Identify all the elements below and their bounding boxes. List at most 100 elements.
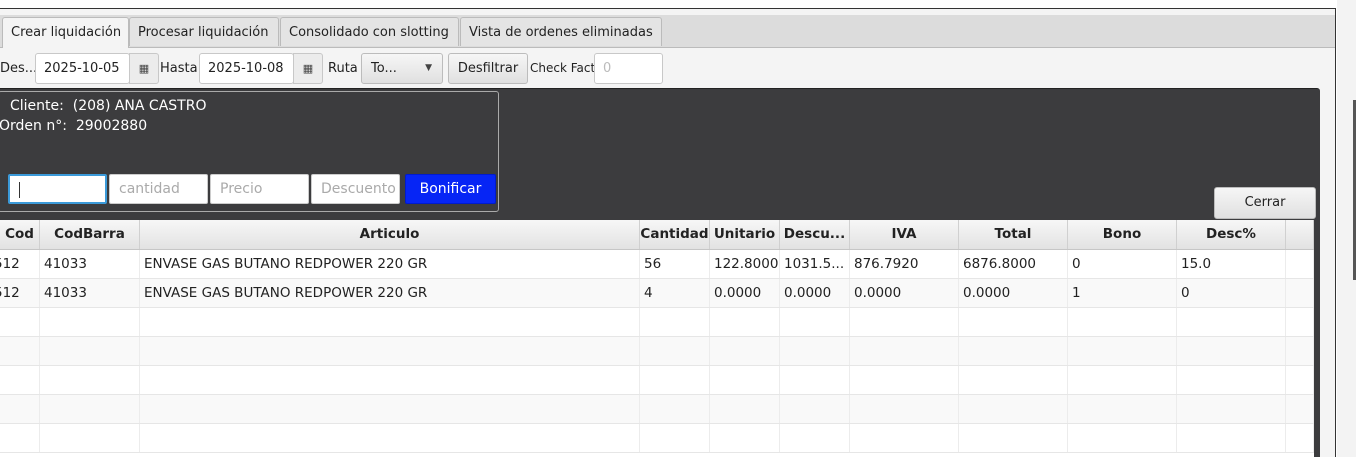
table-cell — [640, 424, 710, 452]
table-cell — [850, 366, 959, 394]
table-cell — [1286, 308, 1314, 336]
table-cell: 0.0000 — [850, 279, 959, 307]
tab-consolidado-slotting[interactable]: Consolidado con slotting — [280, 17, 459, 46]
table-cell — [140, 395, 640, 423]
hasta-date-field[interactable]: 2025-10-08 — [199, 53, 294, 84]
table-cell — [1286, 250, 1314, 278]
table-cell — [1286, 337, 1314, 365]
cliente-text: Cliente: (208) ANA CASTRO — [10, 98, 207, 114]
chevron-down-icon: ▼ — [425, 63, 432, 73]
descuento-input[interactable]: Descuento — [311, 174, 400, 204]
table-cell: 41033 — [40, 279, 140, 307]
table-cell: 4 — [640, 279, 710, 307]
table-row[interactable]: 51241033ENVASE GAS BUTANO REDPOWER 220 G… — [0, 250, 1314, 279]
table-cell — [1068, 337, 1177, 365]
column-header[interactable]: Cod — [0, 220, 40, 249]
table-cell: 0 — [1177, 279, 1286, 307]
table-cell — [1286, 279, 1314, 307]
table-cell — [780, 337, 850, 365]
table-cell — [140, 308, 640, 336]
table-cell — [0, 424, 40, 452]
column-header[interactable]: IVA — [850, 220, 959, 249]
table-cell: 512 — [0, 250, 40, 278]
table-cell — [640, 366, 710, 394]
table-cell — [710, 366, 780, 394]
table-cell — [40, 424, 140, 452]
cantidad-input[interactable]: cantidad — [109, 174, 208, 204]
desfiltrar-button[interactable]: Desfiltrar — [448, 53, 528, 84]
tab-ordenes-eliminadas[interactable]: Vista de ordenes eliminadas — [460, 17, 662, 46]
hasta-label: Hasta — [160, 61, 198, 76]
table-cell: 1 — [1068, 279, 1177, 307]
table-cell — [1286, 366, 1314, 394]
table-cell: ENVASE GAS BUTANO REDPOWER 220 GR — [140, 279, 640, 307]
ruta-label: Ruta — [328, 61, 358, 76]
empty-row[interactable] — [0, 366, 1314, 395]
table-header: Cod CodBarra Articulo Cantidad Unitario Descu… — [0, 220, 1314, 250]
check-fact-input[interactable]: 0 — [594, 53, 663, 84]
table-cell — [710, 424, 780, 452]
desde-date-field[interactable]: 2025-10-05 — [35, 53, 130, 84]
column-header[interactable]: Desc% — [1177, 220, 1286, 249]
table-cell — [1068, 395, 1177, 423]
table-cell — [1177, 424, 1286, 452]
table-cell — [710, 308, 780, 336]
table-cell: 876.7920 — [850, 250, 959, 278]
table-cell — [850, 308, 959, 336]
column-header[interactable]: Bono — [1068, 220, 1177, 249]
calendar-icon[interactable]: ▦ — [129, 53, 159, 84]
table-cell — [780, 395, 850, 423]
table-cell — [710, 395, 780, 423]
cerrar-button[interactable]: Cerrar — [1214, 187, 1316, 219]
precio-input[interactable]: Precio — [210, 174, 309, 204]
empty-row[interactable] — [0, 424, 1314, 453]
items-table: Cod CodBarra Articulo Cantidad Unitario Descu… — [0, 220, 1314, 457]
column-header[interactable]: Descu... — [780, 220, 850, 249]
table-cell: 1031.5... — [780, 250, 850, 278]
column-header[interactable]: Articulo — [140, 220, 640, 249]
right-edge — [1337, 0, 1356, 457]
empty-row[interactable] — [0, 308, 1314, 337]
column-header[interactable]: Unitario — [710, 220, 780, 249]
table-cell — [1177, 366, 1286, 394]
table-cell — [0, 337, 40, 365]
ruta-select[interactable]: To... ▼ — [361, 53, 443, 84]
table-cell — [140, 337, 640, 365]
table-cell: 56 — [640, 250, 710, 278]
table-cell: 0.0000 — [959, 279, 1068, 307]
table-cell — [959, 308, 1068, 336]
column-header[interactable]: Total — [959, 220, 1068, 249]
table-cell: 6876.8000 — [959, 250, 1068, 278]
ruta-value: To... — [371, 61, 397, 76]
table-cell — [1068, 308, 1177, 336]
check-fact-label: Check Fact — [530, 61, 596, 75]
table-cell: 41033 — [40, 250, 140, 278]
table-cell — [710, 337, 780, 365]
table-cell — [1286, 424, 1314, 452]
table-cell — [640, 337, 710, 365]
table-cell — [0, 395, 40, 423]
empty-row[interactable] — [0, 337, 1314, 366]
table-cell — [959, 366, 1068, 394]
table-cell — [850, 337, 959, 365]
table-cell — [640, 395, 710, 423]
tab-procesar-liquidacion[interactable]: Procesar liquidación — [129, 17, 279, 46]
table-cell: 0.0000 — [710, 279, 780, 307]
table-cell — [0, 308, 40, 336]
column-header[interactable]: CodBarra — [40, 220, 140, 249]
codigo-input[interactable] — [8, 174, 107, 204]
calendar-icon[interactable]: ▦ — [293, 53, 323, 84]
tab-bar: Crear liquidación Procesar liquidación C… — [0, 15, 1335, 48]
table-cell — [780, 366, 850, 394]
column-filler — [1286, 220, 1314, 249]
empty-row[interactable] — [0, 395, 1314, 424]
table-cell — [40, 366, 140, 394]
tab-crear-liquidacion[interactable]: Crear liquidación — [2, 17, 129, 48]
bonificar-button[interactable]: Bonificar — [405, 174, 496, 204]
column-header[interactable]: Cantidad — [640, 220, 710, 249]
scrollbar[interactable] — [1353, 100, 1356, 280]
table-row[interactable]: 51241033ENVASE GAS BUTANO REDPOWER 220 G… — [0, 279, 1314, 308]
table-cell — [640, 308, 710, 336]
table-cell — [140, 424, 640, 452]
table-cell: ENVASE GAS BUTANO REDPOWER 220 GR — [140, 250, 640, 278]
